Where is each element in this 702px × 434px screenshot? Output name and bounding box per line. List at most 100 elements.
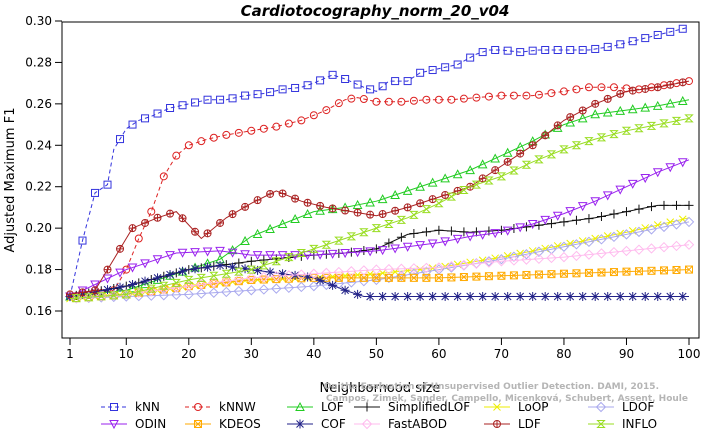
point-ldof [171, 289, 182, 301]
point-fastabod [408, 263, 420, 274]
point-simplifiedlof [446, 226, 456, 236]
point-fastabod [396, 263, 407, 274]
point-fastabod [608, 246, 620, 258]
point-ldf-plus [341, 207, 349, 215]
point-odin [590, 197, 601, 207]
point-knnw [334, 99, 343, 108]
point-inflo [321, 240, 332, 249]
point-fastabod [508, 255, 520, 266]
legend-item-knnw: kNNW [185, 400, 256, 414]
point-lof [227, 245, 238, 255]
y-axis-label: Adjusted Maximum F1 [3, 108, 18, 253]
point-knn [641, 34, 650, 43]
point-simplifiedlof [634, 204, 644, 214]
point-lof [390, 189, 400, 199]
x-tick-label: 30 [244, 347, 259, 361]
point-knnw [384, 97, 393, 106]
point-ldf-plus [516, 150, 524, 158]
point-knnw [534, 90, 543, 99]
legend-label-inflo: INFLO [622, 417, 657, 431]
point-fastabod [646, 243, 657, 254]
point-kdeos-cross [672, 266, 681, 274]
point-kdeos [459, 273, 468, 282]
legend-marker-ldof [595, 401, 607, 413]
legend-label-simplifiedlof: SimplifiedLOF [388, 400, 470, 414]
point-inflo [196, 273, 207, 282]
point-lof [652, 100, 663, 110]
point-odin [427, 239, 438, 249]
point-knnw [284, 119, 293, 128]
point-knnw [322, 106, 331, 115]
point-cof [653, 292, 663, 301]
legend-item-cof: COF [287, 417, 346, 431]
legend-item-knn: kNN [101, 400, 160, 414]
point-simplifiedlof [234, 258, 244, 268]
point-cof [478, 292, 488, 301]
point-kdeos [672, 265, 681, 274]
point-inflo [621, 126, 632, 135]
point-fastabod [658, 241, 670, 253]
point-knnw [197, 137, 206, 146]
point-cof [140, 276, 150, 286]
point-kdeos-cross [510, 271, 518, 280]
point-kdeos [272, 275, 281, 284]
point-knnw [222, 130, 231, 139]
point-kdeos-cross [597, 268, 606, 277]
x-tick-label: 40 [306, 347, 321, 361]
point-kdeos-cross [222, 278, 231, 287]
point-knn [541, 46, 550, 54]
point-ldof [621, 229, 632, 240]
legend-item-odin: ODIN [101, 417, 166, 431]
point-lof [477, 159, 488, 169]
point-ldof [258, 284, 270, 295]
series-layer [65, 24, 695, 304]
point-cof [278, 269, 288, 279]
point-simplifiedlof [434, 225, 444, 235]
point-ldf-plus [379, 210, 387, 218]
point-ldof [596, 234, 607, 245]
point-knnw [484, 92, 493, 101]
point-kdeos [584, 268, 593, 277]
point-cof [378, 292, 388, 301]
point-knnw [597, 83, 606, 92]
point-ldf-plus [204, 229, 212, 237]
legend-label-knn: kNN [135, 400, 160, 414]
legend-marker-ldf-plus [493, 420, 501, 428]
point-knnw [522, 91, 531, 100]
point-knn [478, 48, 487, 57]
point-lof [665, 98, 676, 108]
point-ldof [308, 280, 320, 292]
point-knn [166, 104, 175, 112]
point-ldf-plus [566, 113, 574, 121]
x-tick-label: 70 [494, 347, 509, 361]
point-simplifiedlof [421, 227, 431, 237]
point-knn [428, 66, 437, 75]
point-knn [366, 85, 375, 94]
point-fastabod [296, 269, 307, 280]
point-lof [365, 197, 375, 207]
point-odin [615, 185, 626, 195]
point-knnw [422, 95, 431, 104]
point-ldof [646, 224, 657, 235]
point-ldf-plus [416, 199, 424, 207]
point-cof [528, 292, 538, 301]
point-knn [441, 63, 450, 72]
point-inflo [171, 278, 182, 287]
point-kdeos-cross [422, 274, 431, 282]
point-ldof [583, 236, 595, 248]
point-cof [315, 275, 325, 285]
point-knnw [134, 234, 143, 243]
point-kdeos-cross [360, 274, 368, 282]
series-ldf [66, 78, 690, 299]
point-knn [453, 60, 462, 69]
point-kdeos-cross [560, 269, 568, 278]
point-cof [253, 265, 263, 275]
point-lof [590, 109, 601, 119]
point-fastabod [233, 274, 245, 285]
point-kdeos-cross [660, 266, 668, 275]
point-ldf-plus [429, 195, 437, 203]
point-ldof [208, 287, 220, 298]
point-inflo [484, 176, 494, 185]
y-tick-label: 0.18 [25, 263, 52, 277]
point-knn [378, 82, 387, 91]
